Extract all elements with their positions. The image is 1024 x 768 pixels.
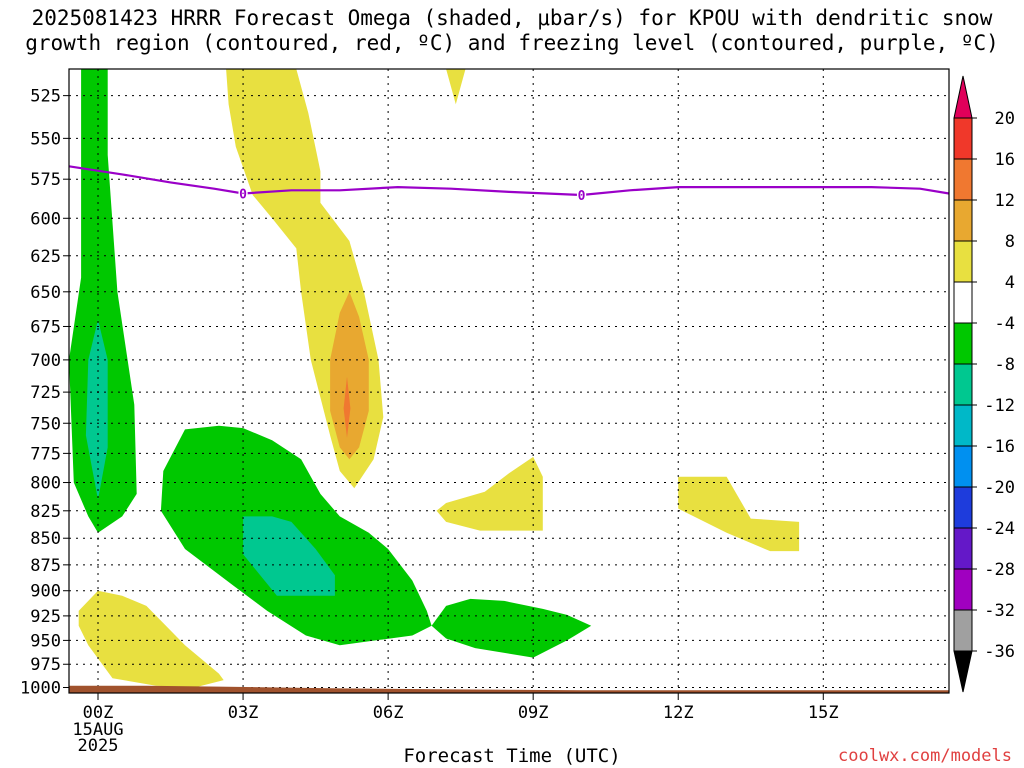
- terrain-layer: [69, 685, 949, 693]
- y-tick-label-525: 525: [30, 87, 61, 107]
- colorbar-label-1: 16: [995, 150, 1015, 170]
- y-tick-label-850: 850: [30, 529, 61, 549]
- colorbar-band-10: [953, 527, 973, 570]
- colorbar-top-arrow: [953, 75, 973, 119]
- y-tick-label-800: 800: [30, 474, 61, 494]
- colorbar-label-4: 4: [1005, 273, 1015, 293]
- y-tick-label-675: 675: [30, 317, 61, 337]
- colorbar-label-5: -4: [995, 314, 1015, 334]
- y-tick-label-900: 900: [30, 582, 61, 602]
- colorbar-band-1: [953, 158, 973, 201]
- positive-omega-region-4: [446, 69, 466, 105]
- source-credit: coolwx.com/models: [838, 746, 1012, 766]
- colorbar-label-2: 12: [995, 191, 1015, 211]
- y-tick-label-775: 775: [30, 444, 61, 464]
- title-line-2: growth region (contoured, red, ºC) and f…: [25, 31, 999, 55]
- colorbar-band-0: [953, 117, 973, 160]
- y-tick-label-950: 950: [30, 631, 61, 651]
- y-tick-label-600: 600: [30, 209, 61, 229]
- grid-lines: [69, 69, 949, 693]
- colorbar-label-11: -28: [984, 560, 1015, 580]
- colorbar-band-5: [953, 322, 973, 365]
- y-tick-label-875: 875: [30, 556, 61, 576]
- colorbar-bottom-arrow: [953, 650, 973, 693]
- colorbar-band-9: [953, 486, 973, 529]
- positive-omega-region-6: [678, 476, 800, 552]
- x-tick-label-00Z: 00Z: [83, 703, 114, 723]
- freezing-level-label-1: 0: [578, 189, 586, 204]
- colorbar-band-6: [953, 363, 973, 406]
- colorbar-label-0: 20: [995, 109, 1015, 129]
- title-line-1: 2025081423 HRRR Forecast Omega (shaded, …: [31, 6, 993, 30]
- colorbar-label-6: -8: [995, 355, 1015, 375]
- plot-border: [68, 68, 950, 694]
- x-axis-label: Forecast Time (UTC): [403, 745, 621, 767]
- y-tick-label-1000: 1000: [20, 679, 61, 699]
- x-tick-label-12Z: 12Z: [663, 703, 694, 723]
- colorbar-label-3: 8: [1005, 232, 1015, 252]
- shaded-regions: [69, 69, 800, 688]
- x-tick-label-03Z: 03Z: [228, 703, 259, 723]
- colorbar-label-8: -16: [984, 437, 1015, 457]
- y-tick-label-650: 650: [30, 283, 61, 303]
- terrain-fill: [69, 685, 949, 693]
- chart-title: 2025081423 HRRR Forecast Omega (shaded, …: [0, 6, 1024, 56]
- colorbar-band-2: [953, 199, 973, 242]
- y-tick-label-750: 750: [30, 414, 61, 434]
- omega-region-1: [85, 319, 108, 500]
- y-tick-label-825: 825: [30, 502, 61, 522]
- positive-omega-region-2: [330, 291, 369, 460]
- colorbar-band-12: [953, 609, 973, 652]
- y-tick-label-550: 550: [30, 129, 61, 149]
- colorbar-band-8: [953, 445, 973, 488]
- colorbar-band-11: [953, 568, 973, 611]
- y-tick-label-975: 975: [30, 655, 61, 675]
- colorbar-label-10: -24: [984, 519, 1015, 539]
- x-date-label-1: 2025: [78, 736, 119, 756]
- x-tick-label-06Z: 06Z: [373, 703, 404, 723]
- positive-omega-region-7: [78, 590, 224, 688]
- colorbar-label-7: -12: [984, 396, 1015, 416]
- y-tick-label-725: 725: [30, 383, 61, 403]
- x-tick-label-15Z: 15Z: [808, 703, 839, 723]
- freezing-level-label-0: 0: [239, 187, 247, 202]
- colorbar-label-9: -20: [984, 478, 1015, 498]
- positive-omega-region-3: [343, 376, 351, 438]
- y-tick-label-625: 625: [30, 247, 61, 267]
- colorbar-label-12: -32: [984, 601, 1015, 621]
- y-tick-label-575: 575: [30, 170, 61, 190]
- colorbar-band-7: [953, 404, 973, 447]
- y-tick-label-925: 925: [30, 607, 61, 627]
- omega-region-3: [243, 516, 335, 596]
- colorbar: 20 16 12 8 4 -4 -8 -12 -16 -20 -24 -28 -32 -36: [953, 75, 1015, 693]
- colorbar-band-3: [953, 240, 973, 283]
- y-tick-label-700: 700: [30, 351, 61, 371]
- y-axis-ticks: 525 550 575 600 625 650 675 700 725 750 775 800 825 8…: [20, 87, 69, 699]
- colorbar-band-4: [953, 281, 973, 324]
- freezing-level-line: [68, 165, 950, 197]
- x-date-label-0: 15AUG: [72, 720, 123, 740]
- omega-region-4: [431, 598, 592, 658]
- plot-frame: [68, 68, 950, 694]
- omega-region-0: [69, 69, 137, 533]
- x-tick-label-09Z: 09Z: [518, 703, 549, 723]
- colorbar-label-13: -36: [984, 642, 1015, 662]
- positive-omega-region-5: [436, 456, 543, 531]
